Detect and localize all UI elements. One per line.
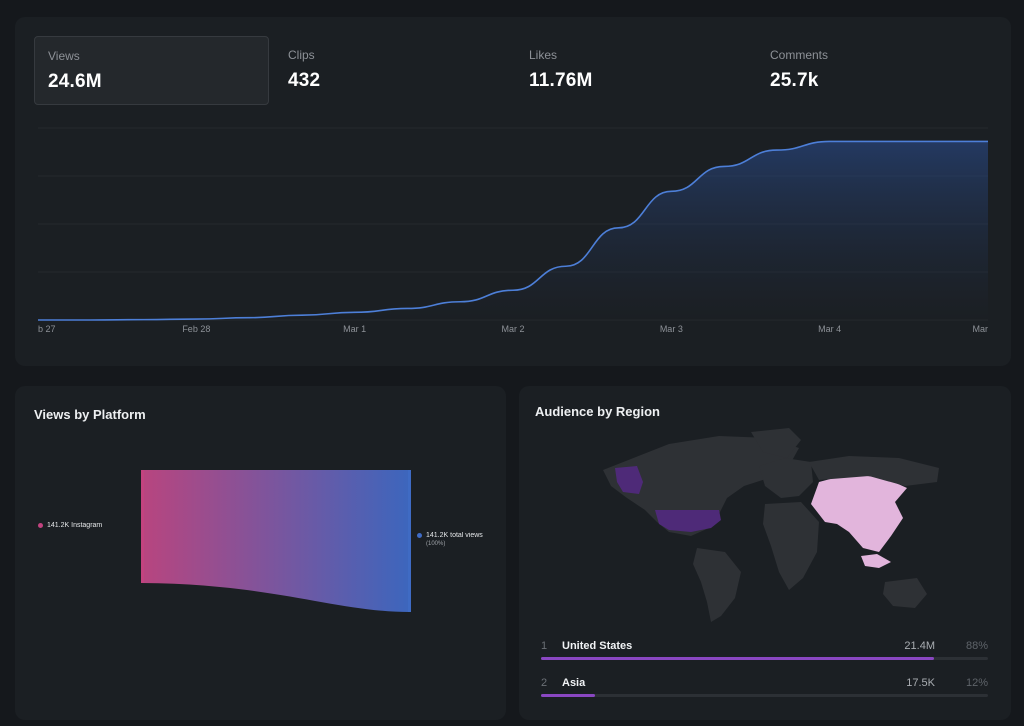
x-tick-label: Mar 3 [660,324,683,334]
stat-label: Views [48,49,80,63]
series-area [38,141,988,320]
region-row-asia[interactable]: 2 Asia 17.5K 12% [541,677,988,697]
source-label: 141.2K Instagram [38,522,102,529]
world-map[interactable] [519,386,1011,720]
stat-label: Clips [288,48,315,62]
region-rank: 2 [541,677,548,689]
region-name: United States [562,640,633,652]
x-tick-label: Mar 4 [818,324,841,334]
stat-value: 24.6M [48,71,102,92]
europe-shape[interactable] [759,458,813,498]
x-tick-label: b 27 [38,324,56,334]
stat-value: 25.7k [770,70,819,91]
source-text: 141.2K Instagram [47,522,103,529]
region-bar-fill [541,694,595,697]
region-bar-track [541,694,988,697]
africa-shape[interactable] [763,502,819,590]
x-axis-ticks: b 27 Feb 28 Mar 1 Mar 2 Mar 3 Mar 4 Mar [38,324,988,334]
australia-shape[interactable] [883,578,927,608]
x-tick-label: Feb 28 [182,324,210,334]
stat-label: Likes [529,48,558,62]
target-text: 141.2K total views [426,532,483,539]
platform-title: Views by Platform [34,407,146,422]
series-line [38,140,988,321]
stat-card-likes[interactable]: Likes 11.76M [516,36,751,105]
region-rank: 1 [541,640,548,652]
region-percent: 88% [965,640,988,652]
x-tick-label: Mar [973,324,989,334]
greenland-shape[interactable] [751,428,801,458]
region-value: 21.4M [904,640,935,652]
source-dot [38,523,43,528]
region-value: 17.5K [906,677,935,689]
x-tick-label: Mar 2 [501,324,524,334]
asia-shape[interactable] [811,474,907,552]
views-area-chart[interactable]: b 27 Feb 28 Mar 1 Mar 2 Mar 3 Mar 4 Mar [15,17,1011,366]
stat-value: 11.76M [529,70,593,91]
sankey-flow[interactable] [142,470,410,612]
region-bar-track [541,657,988,660]
stat-value: 432 [288,70,321,91]
united-states-shape[interactable] [655,510,721,532]
platform-sankey[interactable] [15,386,506,720]
sankey-source-node[interactable] [141,470,144,583]
target-text-wrap: 141.2K total views (100%) [426,532,483,547]
alaska-shape[interactable] [615,466,643,494]
stat-card-clips[interactable]: Clips 432 [275,36,510,105]
target-sub: (100%) [426,541,446,547]
region-name: Asia [562,677,586,689]
south-america-shape[interactable] [693,548,741,622]
region-row-united-states[interactable]: 1 United States 21.4M 88% [541,640,988,660]
sankey-target-node[interactable] [408,470,411,612]
southeast-asia-shape[interactable] [861,554,891,568]
region-panel: Audience by Region 1 United States 21.4M… [519,386,1011,720]
stat-card-views[interactable]: Views 24.6M [34,36,269,105]
region-title: Audience by Region [535,404,660,419]
target-label: 141.2K total views (100%) [417,532,506,547]
north-america-shape[interactable] [603,436,799,536]
overview-panel: Views 24.6M Clips 432 Likes 11.76M Comme… [15,17,1011,366]
russia-shape[interactable] [809,456,939,486]
stat-card-comments[interactable]: Comments 25.7k [757,36,992,105]
stat-label: Comments [770,48,829,62]
target-dot [417,533,422,538]
x-tick-label: Mar 1 [343,324,366,334]
platform-panel: Views by Platform 141.2K Instagram 141.2… [15,386,506,720]
region-bar-fill [541,657,935,660]
region-percent: 12% [965,677,988,689]
